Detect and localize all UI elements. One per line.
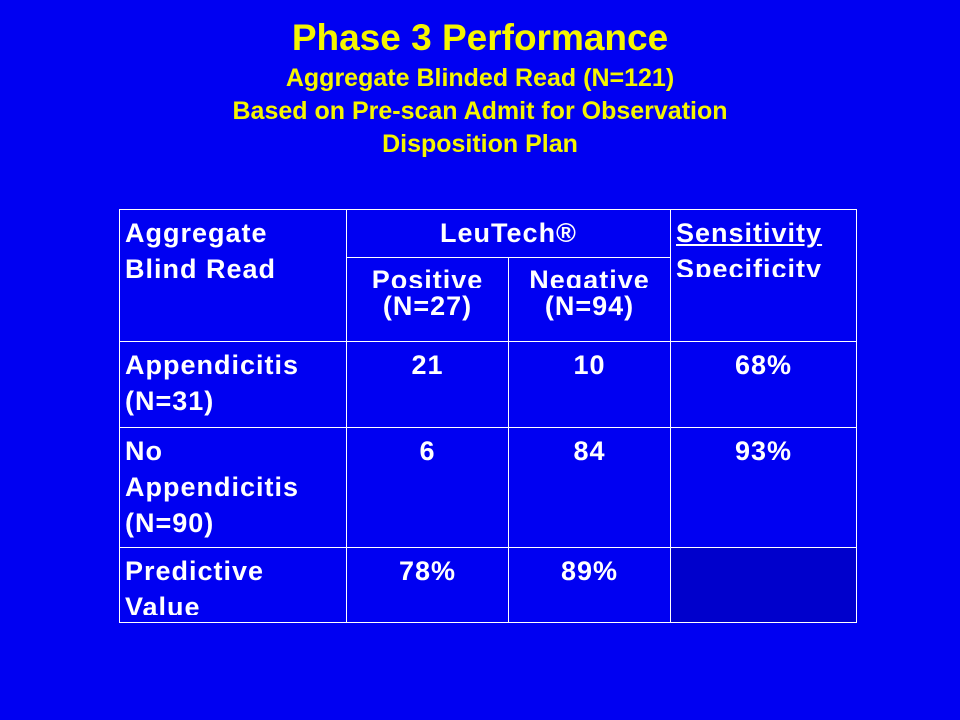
group-header: LeuTech® [440, 218, 577, 248]
row-label-no-appendicitis: No Appendicitis (N=90) [119, 427, 347, 548]
cell-negative: 84 [507, 427, 672, 548]
corner-header-line-1: Aggregate [125, 218, 268, 248]
table-row: Predictive Value 78% 89% [119, 547, 858, 623]
negative-label: Negative [529, 265, 650, 288]
cell-positive: 21 [346, 341, 509, 428]
row-label-line: Appendicitis [125, 350, 300, 380]
table-row: Appendicitis (N=31) 21 10 68% [119, 341, 858, 428]
row-label-line: Predictive [125, 556, 265, 586]
group-header-cell: LeuTech® [345, 209, 672, 258]
slide-subtitle-line-2: Based on Pre-scan Admit for Observation [232, 97, 728, 125]
cell-metric: 68% [670, 341, 858, 428]
slide-subtitle-line-3: Disposition Plan [382, 130, 578, 158]
metric-header-cell: Sensitivity Specificity [670, 209, 858, 342]
positive-column-header: Positive (N=27) [346, 257, 509, 342]
row-label-appendicitis: Appendicitis (N=31) [119, 341, 347, 428]
row-label-predictive-value: Predictive Value [119, 547, 347, 623]
row-label-line: (N=90) [125, 508, 215, 538]
table-subheader-row: Positive (N=27) Negative (N=94) [120, 257, 857, 342]
corner-header-line-2: Blind Read [125, 254, 277, 284]
row-label-line: Value [125, 592, 201, 615]
sensitivity-header: Sensitivity [676, 218, 823, 248]
corner-header-cell: Aggregate Blind Read [119, 209, 347, 342]
table-header-row: Aggregate Blind Read LeuTech® Sensitivit… [119, 209, 858, 342]
positive-n: (N=27) [382, 291, 473, 321]
cell-metric: 93% [670, 427, 858, 548]
results-table: Aggregate Blind Read LeuTech® Sensitivit… [119, 209, 858, 623]
row-label-line: No [125, 436, 163, 466]
negative-n: (N=94) [544, 291, 635, 321]
table-row: No Appendicitis (N=90) 6 84 93% [119, 427, 858, 548]
specificity-header: Specificity [676, 254, 823, 277]
positive-label: Positive [371, 265, 484, 288]
row-label-line: Appendicitis [125, 472, 300, 502]
cell-negative: 89% [507, 547, 672, 623]
cell-negative: 10 [507, 341, 672, 428]
row-label-line: (N=31) [125, 386, 215, 416]
slide-title-block: Phase 3 Performance Aggregate Blinded Re… [0, 14, 960, 161]
cell-positive: 78% [346, 547, 509, 623]
slide-title: Phase 3 Performance [291, 17, 669, 58]
cell-metric-empty [670, 547, 858, 623]
slide-subtitle-line-1: Aggregate Blinded Read (N=121) [285, 64, 675, 92]
negative-column-header: Negative (N=94) [507, 257, 672, 342]
cell-positive: 6 [346, 427, 509, 548]
